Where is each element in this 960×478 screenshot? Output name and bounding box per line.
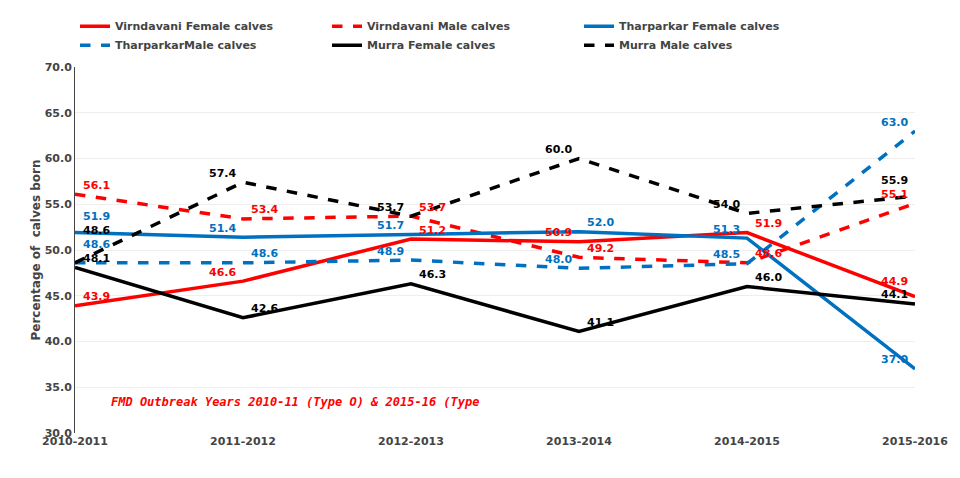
svg-text:48.5: 48.5 [713, 248, 740, 261]
svg-text:46.0: 46.0 [755, 271, 782, 284]
svg-text:2010-2011: 2010-2011 [42, 435, 108, 448]
svg-text:53.7: 53.7 [377, 201, 404, 214]
svg-text:51.2: 51.2 [419, 224, 446, 237]
svg-text:35.0: 35.0 [45, 381, 72, 394]
svg-text:44.9: 44.9 [881, 275, 908, 288]
svg-text:46.6: 46.6 [209, 266, 236, 279]
svg-text:Tharparkar Female calves: Tharparkar Female calves [619, 20, 780, 33]
svg-text:2015-2016: 2015-2016 [882, 435, 948, 448]
svg-text:56.1: 56.1 [83, 179, 110, 192]
svg-text:2014-2015: 2014-2015 [714, 435, 780, 448]
svg-text:51.3: 51.3 [713, 223, 740, 236]
svg-text:51.4: 51.4 [209, 222, 236, 235]
svg-text:48.0: 48.0 [545, 253, 572, 266]
svg-text:53.7: 53.7 [419, 201, 446, 214]
svg-text:55.1: 55.1 [881, 188, 908, 201]
svg-text:48.6: 48.6 [83, 224, 110, 237]
svg-text:48.9: 48.9 [377, 245, 404, 258]
svg-text:2011-2012: 2011-2012 [210, 435, 276, 448]
svg-text:44.1: 44.1 [881, 288, 908, 301]
svg-text:49.2: 49.2 [587, 242, 614, 255]
svg-text:63.0: 63.0 [881, 116, 908, 129]
svg-text:41.1: 41.1 [587, 316, 614, 329]
svg-text:53.4: 53.4 [251, 203, 278, 216]
svg-text:48.1: 48.1 [83, 252, 110, 265]
svg-text:Percentage of calves born: Percentage of calves born [29, 159, 43, 340]
svg-text:42.6: 42.6 [251, 302, 278, 315]
svg-text:60.0: 60.0 [45, 152, 72, 165]
svg-text:2013-2014: 2013-2014 [546, 435, 612, 448]
svg-text:60.0: 60.0 [545, 143, 572, 156]
svg-text:45.0: 45.0 [45, 290, 72, 303]
svg-text:65.0: 65.0 [45, 107, 72, 120]
svg-text:Murra Female calves: Murra Female calves [367, 39, 496, 52]
svg-text:TharparkarMale calves: TharparkarMale calves [115, 39, 257, 52]
svg-text:48.6: 48.6 [251, 247, 278, 260]
svg-text:50.9: 50.9 [545, 226, 572, 239]
svg-text:70.0: 70.0 [45, 61, 72, 74]
svg-text:51.7: 51.7 [377, 219, 404, 232]
svg-text:40.0: 40.0 [45, 335, 72, 348]
svg-text:Virndavani Female calves: Virndavani Female calves [115, 20, 273, 33]
svg-text:FMD Outbreak Years 2010-11 (Ty: FMD Outbreak Years 2010-11 (Type O) & 20… [111, 395, 479, 409]
svg-text:54.0: 54.0 [713, 198, 740, 211]
svg-text:48.6: 48.6 [83, 238, 110, 251]
svg-text:Murra Male calves: Murra Male calves [619, 39, 733, 52]
svg-text:57.4: 57.4 [209, 167, 236, 180]
svg-text:37.0: 37.0 [881, 353, 908, 366]
svg-text:51.9: 51.9 [755, 217, 782, 230]
svg-text:51.9: 51.9 [83, 210, 110, 223]
svg-text:48.6: 48.6 [755, 247, 782, 260]
svg-text:52.0: 52.0 [587, 216, 614, 229]
svg-text:Virndavani Male calves: Virndavani Male calves [367, 20, 510, 33]
svg-text:50.0: 50.0 [45, 244, 72, 257]
svg-text:30.0: 30.0 [45, 427, 72, 440]
svg-text:55.9: 55.9 [881, 174, 908, 187]
svg-text:46.3: 46.3 [419, 268, 446, 281]
svg-text:2012-2013: 2012-2013 [378, 435, 444, 448]
svg-text:43.9: 43.9 [83, 290, 110, 303]
svg-text:55.0: 55.0 [45, 198, 72, 211]
